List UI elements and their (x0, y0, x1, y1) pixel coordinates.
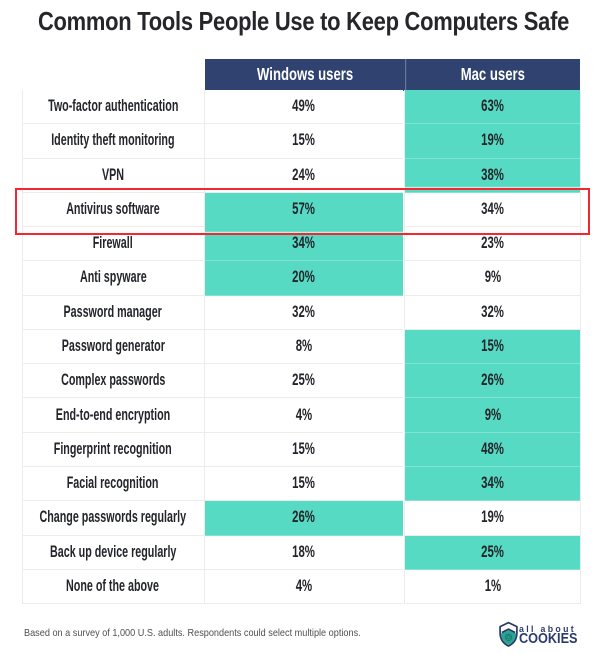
svg-text:all about: all about (519, 623, 576, 633)
svg-text:COOKIES: COOKIES (519, 630, 578, 646)
